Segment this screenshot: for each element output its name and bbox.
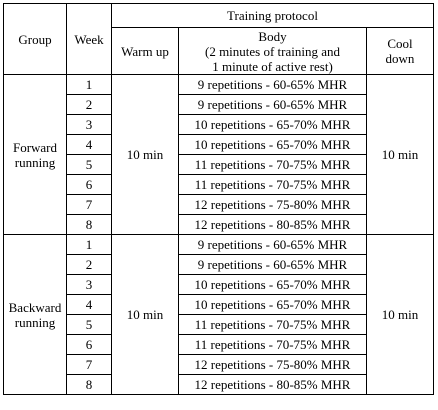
week-cell: 8 xyxy=(66,214,112,235)
table-row: 7 12 repetitions - 75-80% MHR xyxy=(4,194,434,215)
week-cell: 1 xyxy=(66,74,112,95)
week-header: Week xyxy=(66,3,112,75)
body-cell: 11 repetitions - 70-75% MHR xyxy=(178,174,367,195)
body-header: Body (2 minutes of training and 1 minute… xyxy=(178,27,367,75)
table-row: Backward running 1 10 min 9 repetitions - 60… xyxy=(3,234,434,395)
body-cell: 9 repetitions - 60-65% MHR xyxy=(178,234,367,255)
body-cell: 9 repetitions - 60-65% MHR xyxy=(178,74,367,95)
week-cell: 4 xyxy=(66,294,112,315)
table-row: 5 11 repetitions - 70-75% MHR xyxy=(4,154,434,175)
body-cell: 12 repetitions - 75-80% MHR xyxy=(178,194,367,215)
group-name-line2: running xyxy=(14,314,56,330)
table-row: 7 12 repetitions - 75-80% MHR xyxy=(4,354,434,375)
week-cell: 4 xyxy=(66,134,112,155)
training-protocol-header: Training protocol xyxy=(111,3,434,28)
week-cell: 2 xyxy=(66,94,112,115)
body-cell: 11 repetitions - 70-75% MHR xyxy=(178,334,367,355)
table-row: 3 10 repetitions - 65-70% MHR xyxy=(4,114,434,135)
body-cell: 9 repetitions - 60-65% MHR xyxy=(178,94,367,115)
table-row: Forward running 1 10 min 9 repetitions - 60-… xyxy=(3,74,434,235)
cooldown-cell: 10 min xyxy=(366,74,434,235)
table-body: Forward running 1 10 min 9 repetitions - 60-… xyxy=(3,74,434,395)
week-cell: 2 xyxy=(66,254,112,275)
week-cell: 7 xyxy=(66,354,112,375)
body-cell: 10 repetitions - 65-70% MHR xyxy=(178,294,367,315)
group-name-cell: Forward running xyxy=(3,74,67,235)
body-cell: 10 repetitions - 65-70% MHR xyxy=(178,134,367,155)
group-name-line1: Backward xyxy=(8,299,62,315)
week-cell: 3 xyxy=(66,114,112,135)
body-cell: 10 repetitions - 65-70% MHR xyxy=(178,114,367,135)
week-cell: 7 xyxy=(66,194,112,215)
warmup-cell: 10 min xyxy=(111,234,179,395)
cooldown-header-line2: down xyxy=(385,51,415,66)
body-cell: 11 repetitions - 70-75% MHR xyxy=(178,314,367,335)
group-name-line2: running xyxy=(14,154,56,170)
cooldown-header: Cool down xyxy=(366,27,434,75)
week-cell: 5 xyxy=(66,314,112,335)
week-cell: 8 xyxy=(66,374,112,395)
week-cell: 1 xyxy=(66,234,112,255)
body-header-line3: 1 minute of active rest) xyxy=(212,58,333,74)
body-cell: 10 repetitions - 65-70% MHR xyxy=(178,274,367,295)
training-protocol-table: Group Week Training protocol Warm up Bod… xyxy=(3,3,434,395)
group-header: Group xyxy=(3,3,67,75)
training-protocol-table-container: Group Week Training protocol Warm up Bod… xyxy=(3,3,434,395)
table-row: 4 10 repetitions - 65-70% MHR xyxy=(4,294,434,315)
cooldown-cell: 10 min xyxy=(366,234,434,395)
body-cell: 9 repetitions - 60-65% MHR xyxy=(178,254,367,275)
table-row: 6 11 repetitions - 70-75% MHR xyxy=(4,174,434,195)
table-row: 8 12 repetitions - 80-85% MHR xyxy=(4,374,434,395)
week-cell: 3 xyxy=(66,274,112,295)
week-cell: 6 xyxy=(66,174,112,195)
body-cell: 12 repetitions - 75-80% MHR xyxy=(178,354,367,375)
body-cell: 11 repetitions - 70-75% MHR xyxy=(178,154,367,175)
warmup-header: Warm up xyxy=(111,27,179,75)
cooldown-header-line1: Cool xyxy=(387,36,413,51)
body-header-line2: (2 minutes of training and xyxy=(204,43,341,59)
body-cell: 12 repetitions - 80-85% MHR xyxy=(178,214,367,235)
group-name-line1: Forward xyxy=(12,139,58,155)
group-name-cell: Backward running xyxy=(3,234,67,395)
warmup-cell: 10 min xyxy=(111,74,179,235)
week-cell: 5 xyxy=(66,154,112,175)
body-header-line1: Body xyxy=(258,28,287,44)
week-cell: 6 xyxy=(66,334,112,355)
body-cell: 12 repetitions - 80-85% MHR xyxy=(178,374,367,395)
